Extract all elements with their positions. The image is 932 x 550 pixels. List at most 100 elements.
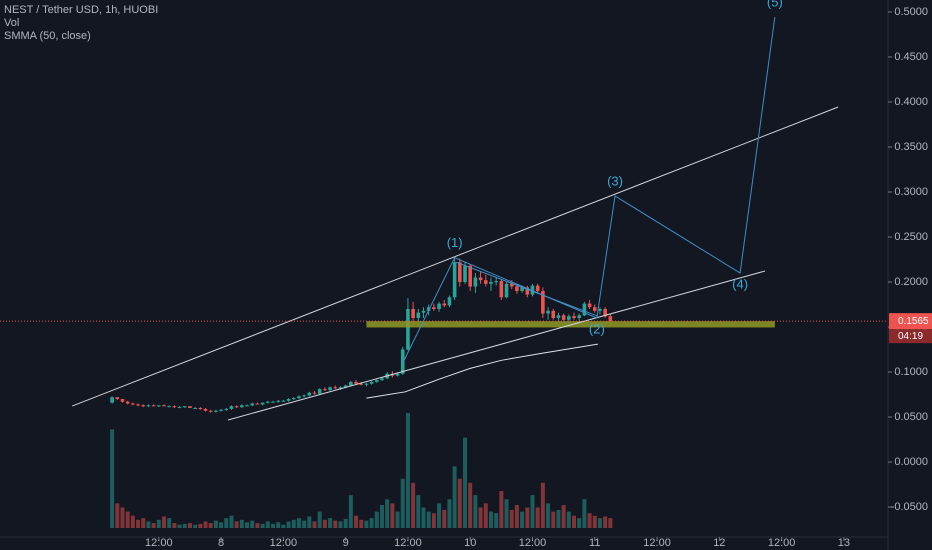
volume-bar	[130, 515, 135, 528]
candle-body	[364, 383, 369, 385]
volume-bar	[224, 518, 229, 528]
volume-bar	[426, 511, 431, 528]
volume-bar	[354, 515, 359, 528]
chart-title: NEST / Tether USD, 1h, HUOBI	[4, 4, 158, 16]
x-tick-label: 12:00	[519, 537, 547, 549]
candle-body	[374, 380, 379, 382]
volume-bar	[239, 519, 244, 528]
volume-bar	[603, 516, 608, 528]
candle-body	[271, 401, 275, 403]
volume-bar	[156, 519, 161, 528]
candle-body	[432, 307, 436, 310]
candle-body	[603, 309, 607, 317]
candle-body	[162, 405, 166, 407]
x-tick-label: 12	[713, 537, 725, 549]
candle-body	[307, 392, 312, 396]
wave-label: (4)	[732, 276, 748, 291]
candle-body	[182, 406, 187, 408]
candle-body	[110, 397, 114, 403]
x-tick-label: 11	[589, 537, 600, 549]
volume-bar	[499, 491, 504, 528]
candle-body	[188, 406, 192, 409]
volume-bar	[296, 518, 301, 528]
candle-body	[343, 385, 348, 388]
volume-bar	[125, 511, 130, 528]
candle-body	[561, 315, 566, 320]
volume-bar	[546, 503, 551, 528]
candle-body	[125, 401, 130, 404]
x-tick-label: 9	[343, 537, 349, 549]
countdown-label: 04:19	[898, 331, 923, 342]
volume-bar	[343, 518, 348, 528]
volume-bar	[597, 518, 602, 528]
volume-bar	[172, 523, 177, 528]
wave-label: (3)	[607, 173, 623, 188]
candle-body	[447, 297, 452, 306]
volume-bar	[437, 503, 442, 528]
last-price-label: 0.1565	[898, 316, 929, 327]
candle-body	[473, 277, 478, 287]
candle-body	[245, 405, 249, 407]
candle-body	[172, 406, 177, 408]
volume-bar	[203, 521, 208, 528]
x-tick-label: 13	[838, 537, 850, 549]
volume-bar	[374, 511, 379, 528]
support-zone	[366, 321, 775, 328]
y-tick-label: 0.1000	[894, 366, 928, 378]
volume-bar	[514, 505, 519, 528]
candle-body	[608, 316, 613, 322]
candle-body	[577, 315, 581, 319]
volume-bar	[281, 524, 286, 528]
volume-bar	[322, 519, 327, 528]
candle-body	[141, 405, 146, 407]
volume-bar	[270, 523, 275, 528]
volume-bar	[359, 519, 364, 528]
candle-body	[504, 283, 509, 298]
candle-body	[442, 303, 447, 306]
candle-body	[582, 303, 587, 316]
candle-body	[281, 400, 286, 402]
candle-body	[234, 406, 239, 408]
candle-body	[193, 408, 197, 410]
volume-bar	[260, 523, 265, 528]
candle-body	[146, 405, 151, 407]
volume-bar	[400, 478, 405, 528]
volume-bar	[120, 507, 125, 528]
volume-bar	[141, 518, 146, 528]
y-tick-label: 0.0500	[894, 411, 928, 423]
volume-bar	[442, 509, 447, 528]
volume-bar	[416, 495, 421, 528]
x-tick-label: 12:00	[145, 537, 173, 549]
volume-bar	[213, 520, 218, 528]
volume-bar	[162, 516, 167, 528]
candle-body	[494, 281, 498, 283]
candle-body	[338, 387, 343, 389]
volume-bar	[146, 521, 151, 528]
candle-body	[328, 387, 332, 391]
volume-bar	[525, 507, 530, 528]
smma-line	[366, 343, 598, 399]
volume-bar	[504, 499, 509, 528]
volume-bar	[177, 524, 182, 528]
candle-body	[478, 277, 483, 281]
volume-bar	[582, 499, 587, 528]
candle-body	[131, 403, 135, 405]
y-tick-label: -0.0500	[891, 501, 928, 513]
volume-bar	[291, 519, 296, 528]
y-tick-label: 0.3000	[894, 186, 928, 198]
candle-body	[437, 303, 441, 310]
candle-body	[151, 405, 156, 407]
volume-bar	[302, 520, 307, 528]
volume-bar	[307, 516, 312, 528]
wave-label: (2)	[589, 321, 605, 336]
candle-body	[208, 410, 213, 412]
indicator-label: Vol	[4, 17, 19, 29]
candle-body	[312, 392, 317, 394]
volume-bar	[483, 503, 488, 528]
volume-bar	[193, 524, 198, 528]
volume-bar	[452, 466, 457, 528]
candle-body	[530, 285, 535, 295]
volume-bar	[561, 505, 566, 528]
volume-bar	[540, 482, 545, 528]
